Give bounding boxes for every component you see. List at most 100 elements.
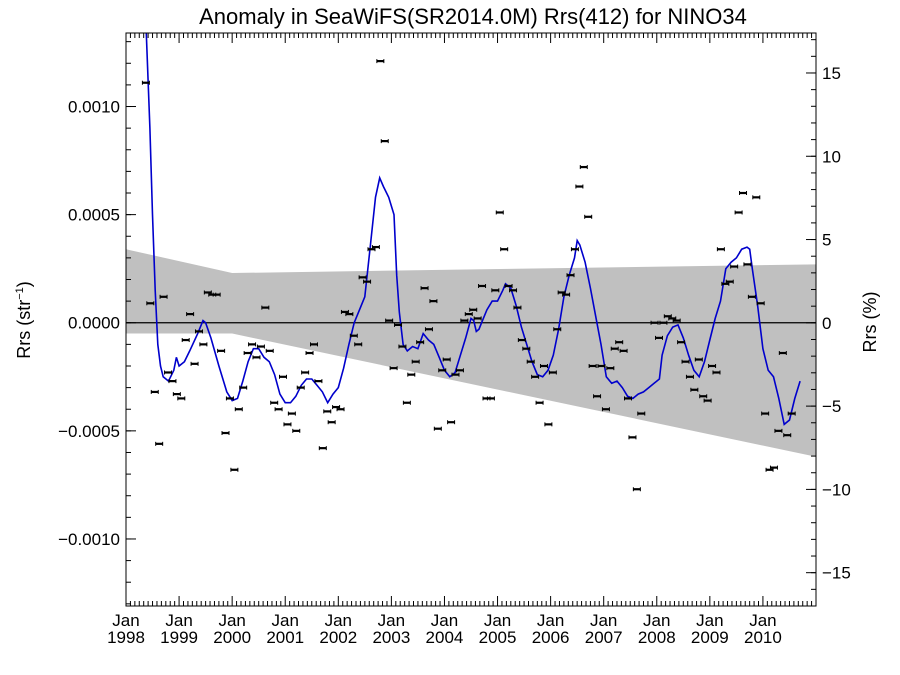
data-point bbox=[349, 333, 358, 338]
data-point bbox=[248, 342, 257, 347]
data-point bbox=[221, 431, 230, 436]
data-point bbox=[619, 348, 628, 353]
data-point bbox=[354, 342, 363, 347]
data-point bbox=[296, 385, 305, 390]
data-point bbox=[186, 312, 195, 317]
data-point bbox=[190, 361, 199, 366]
data-point bbox=[659, 320, 668, 325]
y2-tick-label: −5 bbox=[822, 397, 841, 416]
data-point bbox=[460, 318, 469, 323]
data-point bbox=[739, 191, 748, 196]
data-point bbox=[694, 357, 703, 362]
data-point bbox=[314, 379, 323, 384]
x-tick-label-month: Jan bbox=[537, 611, 564, 630]
data-point bbox=[500, 247, 509, 252]
data-point bbox=[164, 370, 173, 375]
x-tick-label-month: Jan bbox=[590, 611, 617, 630]
data-point bbox=[287, 411, 296, 416]
data-point bbox=[394, 322, 403, 327]
data-point bbox=[730, 264, 739, 269]
data-point bbox=[225, 396, 234, 401]
data-point bbox=[380, 139, 389, 144]
data-point bbox=[783, 433, 792, 438]
data-point bbox=[150, 389, 159, 394]
data-point bbox=[363, 279, 372, 284]
data-point bbox=[411, 359, 420, 364]
data-point bbox=[455, 368, 464, 373]
data-point bbox=[385, 318, 394, 323]
data-point bbox=[522, 346, 531, 351]
data-point bbox=[699, 394, 708, 399]
data-point bbox=[654, 335, 663, 340]
y2-tick-label: 0 bbox=[822, 314, 831, 333]
y-tick-label: 0.0010 bbox=[68, 98, 120, 117]
x-tick-label-year: 1998 bbox=[107, 628, 145, 647]
confidence-band bbox=[126, 249, 816, 457]
data-point bbox=[309, 342, 318, 347]
x-tick-label-year: 2007 bbox=[585, 628, 623, 647]
data-point bbox=[424, 327, 433, 332]
y2-tick-label: −15 bbox=[822, 564, 851, 583]
data-point bbox=[513, 305, 522, 310]
data-point bbox=[292, 428, 301, 433]
data-point bbox=[265, 348, 274, 353]
data-point bbox=[256, 344, 265, 349]
plot-area bbox=[125, 32, 817, 607]
y-axis-right: 15 10 5 0 −5 −10 −15 bbox=[806, 39, 851, 607]
data-point bbox=[473, 316, 482, 321]
x-tick-label-year: 2004 bbox=[426, 628, 464, 647]
data-point bbox=[358, 275, 367, 280]
data-point bbox=[606, 366, 615, 371]
data-point bbox=[774, 428, 783, 433]
data-point bbox=[407, 372, 416, 377]
x-tick-label-month: Jan bbox=[484, 611, 511, 630]
data-point bbox=[756, 301, 765, 306]
data-point bbox=[177, 396, 186, 401]
x-tick-label-month: Jan bbox=[112, 611, 139, 630]
data-point bbox=[491, 288, 500, 293]
data-point bbox=[725, 279, 734, 284]
data-point bbox=[575, 184, 584, 189]
data-point bbox=[712, 370, 721, 375]
data-point bbox=[234, 407, 243, 412]
data-point bbox=[486, 396, 495, 401]
y-axis-label: Rrs (str−1) bbox=[14, 281, 34, 359]
data-point bbox=[323, 409, 332, 414]
data-point bbox=[593, 394, 602, 399]
data-point bbox=[217, 348, 226, 353]
x-tick-label-year: 2009 bbox=[691, 628, 729, 647]
data-point bbox=[517, 338, 526, 343]
data-point bbox=[672, 318, 681, 323]
data-point bbox=[588, 363, 597, 368]
data-point bbox=[194, 329, 203, 334]
smooth-line-layer bbox=[145, 33, 801, 426]
confidence-band-layer bbox=[126, 249, 816, 457]
x-tick-label-year: 2002 bbox=[319, 628, 357, 647]
x-tick-label-year: 2001 bbox=[266, 628, 304, 647]
data-point bbox=[451, 372, 460, 377]
data-point bbox=[628, 435, 637, 440]
data-point bbox=[172, 392, 181, 397]
data-point bbox=[398, 344, 407, 349]
data-point bbox=[327, 420, 336, 425]
data-point bbox=[526, 359, 535, 364]
y-tick-label: −0.0005 bbox=[58, 422, 120, 441]
data-point bbox=[270, 400, 279, 405]
y-axis-left: 0.0010 0.0005 0.0000 −0.0005 −0.0010 bbox=[58, 41, 136, 605]
data-point bbox=[168, 379, 177, 384]
data-point bbox=[553, 327, 562, 332]
data-point bbox=[345, 312, 354, 317]
data-point bbox=[416, 340, 425, 345]
data-point bbox=[181, 338, 190, 343]
data-point bbox=[318, 446, 327, 451]
x-tick-label-year: 2006 bbox=[532, 628, 570, 647]
data-point bbox=[389, 366, 398, 371]
data-point bbox=[305, 351, 314, 356]
x-tick-label-year: 2005 bbox=[479, 628, 517, 647]
data-point bbox=[708, 363, 717, 368]
data-point bbox=[504, 283, 513, 288]
data-point bbox=[752, 195, 761, 200]
data-point bbox=[597, 363, 606, 368]
data-point bbox=[495, 210, 504, 215]
